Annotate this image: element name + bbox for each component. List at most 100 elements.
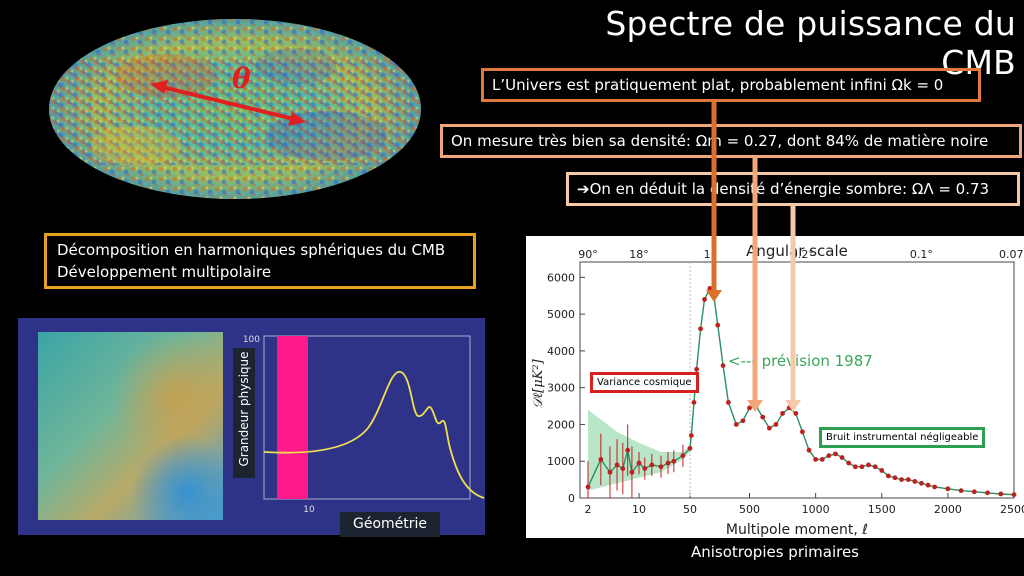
data-point <box>642 466 648 471</box>
arrow-icon: ➔ <box>577 180 590 198</box>
data-point <box>859 464 865 470</box>
chart-caption: Anisotropies primaires <box>690 543 860 561</box>
data-point <box>725 399 731 405</box>
data-point <box>833 451 838 457</box>
data-point <box>1011 492 1017 498</box>
data-point <box>688 433 694 438</box>
top-tick-label: 0.1° <box>910 248 933 261</box>
power-curve <box>263 371 485 499</box>
ytick-label: 1000 <box>547 455 575 468</box>
xtick-label: 50 <box>683 503 697 516</box>
data-point <box>839 455 845 460</box>
data-point <box>813 456 819 462</box>
data-point <box>698 326 703 332</box>
xtick-label: 2000 <box>934 503 962 516</box>
data-point <box>636 460 642 466</box>
data-point <box>707 285 713 291</box>
ytick-label: 6000 <box>547 271 575 284</box>
chart-xlabel: Multipole moment, ℓ <box>726 522 868 538</box>
large-scale-band <box>277 336 308 499</box>
data-point <box>899 477 904 483</box>
data-point <box>872 464 878 470</box>
data-point <box>919 480 924 486</box>
data-point <box>671 458 677 464</box>
data-point <box>720 363 726 369</box>
data-point <box>680 453 686 459</box>
top-tick-label: 90° <box>578 248 598 261</box>
flat-universe-box: L’Univers est pratiquement plat, probabl… <box>481 68 981 102</box>
data-point <box>665 460 671 466</box>
small-ytick: 100 <box>243 335 260 345</box>
xtick-label: 1000 <box>802 503 830 516</box>
data-point <box>715 322 721 328</box>
xtick-label: 2 <box>585 503 592 516</box>
data-point <box>747 405 752 411</box>
data-point <box>800 429 805 435</box>
data-point <box>912 479 918 484</box>
data-point <box>925 482 931 488</box>
small-plot-ylabel: Grandeur physique <box>237 351 251 467</box>
top-tick-label: 0.07° <box>999 248 1024 261</box>
ytick-label: 4000 <box>547 345 575 358</box>
slide-title: Spectre de puissance du CMB <box>605 4 1016 82</box>
data-point <box>629 469 635 475</box>
data-point <box>958 488 964 494</box>
dark-energy-text: On en déduit la densité d’énergie sombre… <box>589 180 990 198</box>
small-xtick: 10 <box>303 505 315 515</box>
harmonics-line-1: Décomposition en harmoniques sphériques … <box>57 241 446 259</box>
ytick-label: 0 <box>568 492 575 505</box>
data-point <box>932 484 938 490</box>
noise-label: Bruit instrumental négligeable <box>819 427 986 448</box>
data-point <box>649 462 655 468</box>
xtick-label: 500 <box>739 503 760 516</box>
chart-title: Angular scale <box>746 242 848 260</box>
cmb-sky-map: θ <box>49 19 421 199</box>
data-point <box>885 473 891 479</box>
xtick-label: 2500 <box>1000 503 1024 516</box>
data-point <box>945 486 951 492</box>
data-point <box>971 489 977 495</box>
data-point <box>733 422 739 427</box>
data-point <box>702 297 707 302</box>
data-point <box>614 462 620 468</box>
data-point <box>866 462 871 468</box>
data-point <box>826 453 832 459</box>
data-point <box>773 422 779 427</box>
harmonics-box: Décomposition en harmoniques sphériques … <box>44 233 476 289</box>
data-point <box>793 411 799 416</box>
data-point <box>760 414 766 420</box>
top-tick-label: 1° <box>704 248 717 261</box>
ytick-label: 3000 <box>547 382 575 395</box>
small-plot-ylabel-bg: Grandeur physique <box>233 348 255 478</box>
power-spectrum-chart: Angular scale 0 1000 2000 3000 4000 5000 6000 𝒟ℓ… <box>526 236 1024 538</box>
data-point <box>691 399 697 405</box>
data-point <box>607 469 613 475</box>
data-point <box>806 447 812 453</box>
data-point <box>846 460 852 466</box>
matter-density-box: On mesure très bien sa densité: Ωm = 0.2… <box>440 124 1022 158</box>
data-point <box>694 366 700 372</box>
xtick-label: 10 <box>632 503 646 516</box>
data-point <box>753 403 759 409</box>
data-point <box>687 445 693 451</box>
ytick-label: 5000 <box>547 308 575 321</box>
data-point <box>879 468 885 473</box>
data-point <box>711 293 717 299</box>
top-tick-label: 0.2° <box>791 248 814 261</box>
prediction-label: <--- prévision 1987 <box>728 352 873 370</box>
data-point <box>780 411 785 416</box>
theta-arrow <box>157 84 299 122</box>
data-point <box>852 464 858 470</box>
xtick-label: 1500 <box>868 503 896 516</box>
data-point <box>819 456 825 462</box>
data-point <box>985 490 990 496</box>
data-point <box>658 464 664 470</box>
chart-ylabel: 𝒟ℓ[μK²] <box>531 358 546 408</box>
data-point <box>620 466 626 471</box>
data-point <box>740 418 746 424</box>
small-plot-xlabel: Géométrie <box>340 512 440 537</box>
top-tick-label: 18° <box>629 248 649 261</box>
ytick-label: 2000 <box>547 418 575 431</box>
data-point <box>786 405 792 411</box>
data-point <box>892 475 898 481</box>
